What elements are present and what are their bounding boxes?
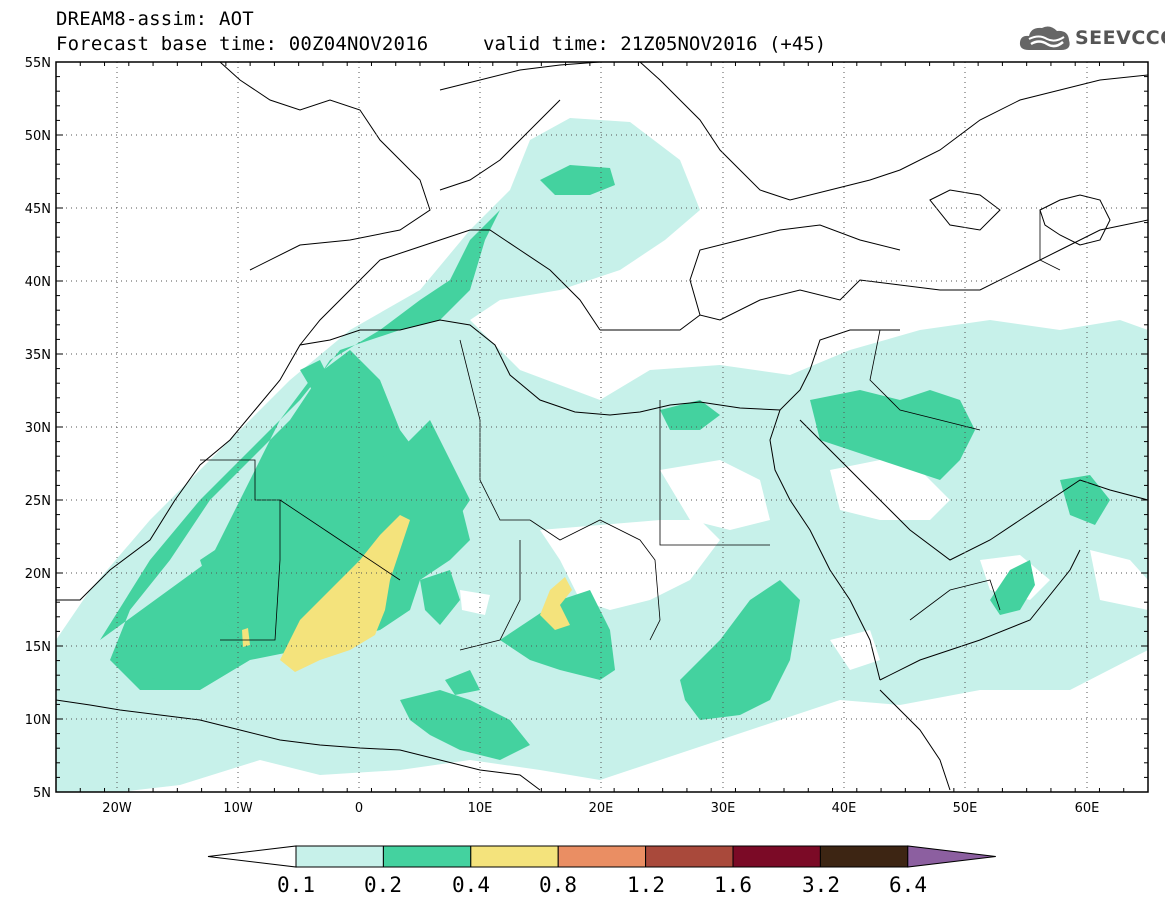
lat-label: 45N <box>25 202 51 217</box>
colorbar-label: 0.4 <box>452 873 490 897</box>
lat-label: 15N <box>25 640 51 655</box>
map-grid <box>56 62 1148 792</box>
colorbar-swatch <box>557 845 647 868</box>
lat-label: 20N <box>25 567 51 582</box>
lon-label: 10W <box>223 801 253 816</box>
axis-ticks <box>55 61 1149 793</box>
colorbar-swatch <box>295 845 384 868</box>
lon-label: 40E <box>832 801 857 816</box>
aot-clear-areas <box>400 458 1148 670</box>
colorbar <box>207 845 996 868</box>
forecast-base-time: Forecast base time: 00Z04NOV2016 <box>56 33 429 55</box>
colorbar-label: 0.2 <box>364 873 402 897</box>
lat-label: 40N <box>25 275 51 290</box>
colorbar-swatch <box>382 845 472 868</box>
lat-label: 25N <box>25 494 51 509</box>
valid-time: valid time: 21Z05NOV2016 (+45) <box>483 33 827 55</box>
colorbar-swatch <box>645 845 734 868</box>
latitude-labels: 55N 50N 45N 40N 35N 30N 25N 20N 15N 10N … <box>25 56 51 801</box>
colorbar-labels: 0.1 0.2 0.4 0.8 1.2 1.6 3.2 6.4 <box>277 873 927 897</box>
lat-label: 10N <box>25 713 51 728</box>
colorbar-low-arrow <box>207 845 297 868</box>
colorbar-label: 0.1 <box>277 873 315 897</box>
lon-label: 60E <box>1075 801 1100 816</box>
colorbar-label: 1.6 <box>714 873 752 897</box>
colorbar-swatch <box>470 845 559 868</box>
map-title: DREAM8-assim: AOT <box>56 8 254 30</box>
lat-label: 50N <box>25 129 51 144</box>
lon-label: 10E <box>468 801 493 816</box>
lon-label: 30E <box>711 801 736 816</box>
colorbar-label: 0.8 <box>539 873 577 897</box>
colorbar-high-arrow <box>907 845 996 868</box>
lat-label: 30N <box>25 421 51 436</box>
colorbar-label: 1.2 <box>627 873 665 897</box>
longitude-labels: 20W 10W 0 10E 20E 30E 40E 50E 60E <box>102 801 1099 816</box>
lon-label: 20E <box>589 801 614 816</box>
lon-label: 0 <box>355 801 363 816</box>
lat-label: 35N <box>25 348 51 363</box>
lat-label: 55N <box>25 56 51 71</box>
seevccc-logo: SEEVCCC <box>1017 22 1165 56</box>
colorbar-swatch <box>819 845 909 868</box>
aot-band-0.4 <box>242 515 572 672</box>
lon-label: 50E <box>953 801 978 816</box>
lat-label: 5N <box>33 786 51 801</box>
logo-text: SEEVCCC <box>1075 27 1165 49</box>
colorbar-label: 3.2 <box>802 873 840 897</box>
cloud-icon <box>1019 26 1070 50</box>
lon-label: 20W <box>102 801 132 816</box>
colorbar-swatch <box>732 845 821 868</box>
coastlines <box>56 62 1148 791</box>
colorbar-label: 6.4 <box>889 873 927 897</box>
borders <box>200 210 1061 651</box>
